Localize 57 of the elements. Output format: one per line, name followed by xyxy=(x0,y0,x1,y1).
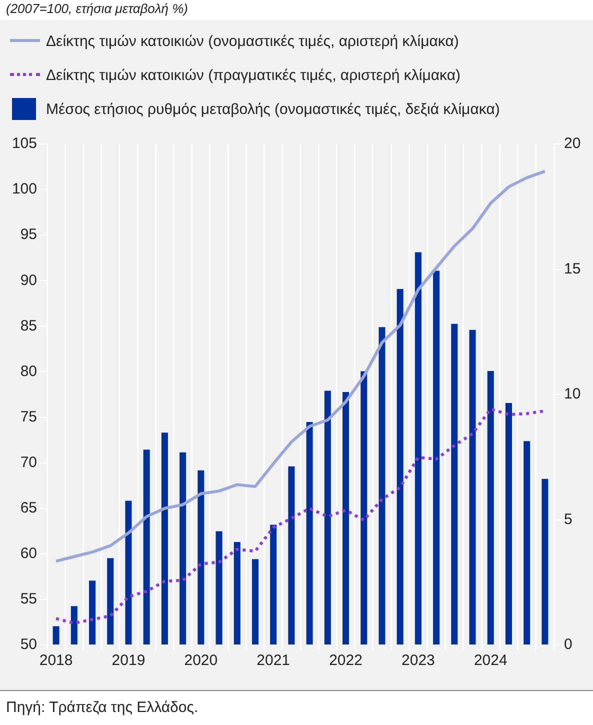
bar xyxy=(161,432,168,644)
bar xyxy=(125,500,132,644)
y2-tick-label: 20 xyxy=(564,135,581,152)
bar xyxy=(198,470,204,644)
bar xyxy=(270,524,277,644)
bar xyxy=(70,606,78,644)
bar xyxy=(360,371,368,644)
bar xyxy=(143,450,150,644)
x-tick-label: 2024 xyxy=(474,652,508,670)
legend-label: Δείκτης τιμών κατοικιών (πραγματικές τιμές, αριστερή κλίμακα) xyxy=(46,66,461,84)
legend-label: Δείκτης τιμών κατοικιών (ονομαστικές τιμές, αριστερή κλίμακα) xyxy=(46,32,459,50)
y-tick-label: 100 xyxy=(12,180,37,198)
bar xyxy=(451,324,458,644)
y-tick-label: 60 xyxy=(20,545,37,562)
y2-tick-label: 15 xyxy=(564,260,581,278)
y-tick-label: 50 xyxy=(20,636,37,654)
y-tick-label: 95 xyxy=(20,226,37,244)
y2-tick-label: 10 xyxy=(564,386,581,403)
bar xyxy=(487,370,494,644)
y-tick-label: 80 xyxy=(20,362,37,380)
bar xyxy=(306,422,313,644)
bar xyxy=(288,466,295,644)
bar xyxy=(342,392,350,644)
y-tick-label: 90 xyxy=(20,272,37,289)
bar xyxy=(324,390,331,644)
y-tick-label: 105 xyxy=(12,135,37,152)
y-tick-label: 85 xyxy=(20,317,37,334)
bar xyxy=(216,531,222,644)
text: Πηγή: Τράπεζα της Ελλάδος. xyxy=(6,699,200,716)
x-tick-label: 2022 xyxy=(329,652,362,670)
bar xyxy=(396,289,404,644)
bar xyxy=(234,542,240,644)
bar xyxy=(524,441,530,644)
x-tick-label: 2019 xyxy=(112,652,146,670)
y-tick-label: 55 xyxy=(20,590,37,608)
x-tick-label: 2021 xyxy=(256,652,290,670)
x-tick-label: 2023 xyxy=(402,652,435,670)
bar xyxy=(542,478,548,644)
y-tick-label: 65 xyxy=(20,500,37,517)
chart-subtitle: (2007=100, ετήσια μεταβολή %) xyxy=(5,0,189,18)
bar xyxy=(107,558,114,644)
x-tick-label: 2018 xyxy=(39,652,73,670)
bar xyxy=(378,327,386,644)
bar xyxy=(433,270,440,644)
bar xyxy=(52,626,60,644)
bar xyxy=(505,403,512,644)
x-tick-label: 2020 xyxy=(184,652,218,670)
y-tick-label: 75 xyxy=(20,408,37,426)
y-tick-label: 70 xyxy=(20,454,37,471)
bar xyxy=(414,252,422,644)
bar xyxy=(469,330,476,644)
bar xyxy=(252,559,258,644)
bar xyxy=(180,452,186,644)
bar xyxy=(89,580,96,644)
legend-label: Μέσος ετήσιος ρυθμός μεταβολής (ονομαστικές τιμές, δεξιά κλίμακα) xyxy=(46,100,500,118)
y2-tick-label: 5 xyxy=(564,510,572,528)
y2-tick-label: 0 xyxy=(564,636,572,654)
